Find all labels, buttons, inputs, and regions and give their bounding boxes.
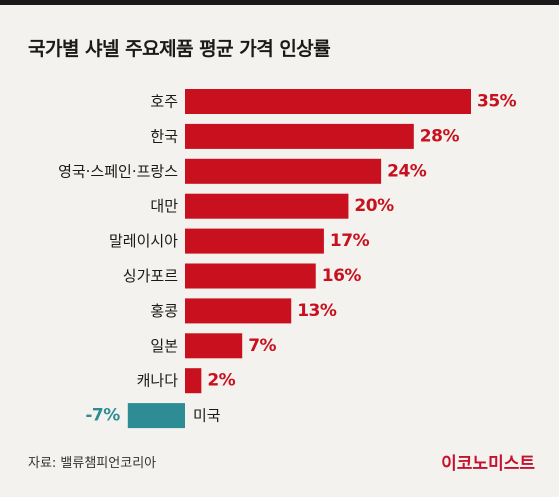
category-label: 미국 xyxy=(193,407,221,425)
bar xyxy=(185,228,324,254)
category-label: 싱가포르 xyxy=(123,267,178,285)
category-label: 호주 xyxy=(150,93,178,111)
bar xyxy=(185,123,414,149)
bar xyxy=(185,368,202,394)
bar xyxy=(185,298,292,324)
bar xyxy=(185,89,471,114)
bar xyxy=(185,263,316,289)
category-label: 한국 xyxy=(150,127,178,145)
value-label: 28% xyxy=(420,126,460,146)
bar xyxy=(185,158,382,184)
chart-title: 국가별 샤넬 주요제품 평균 가격 인상률 xyxy=(28,38,331,60)
value-label: 7% xyxy=(248,336,276,356)
category-label: 일본 xyxy=(150,337,178,355)
bar xyxy=(185,193,349,219)
category-label: 영국·스페인·프랑스 xyxy=(58,162,178,180)
value-label: 13% xyxy=(297,301,337,321)
value-label: 2% xyxy=(207,371,235,391)
bar xyxy=(127,403,185,429)
category-label: 말레이시아 xyxy=(109,232,178,250)
value-label: 35% xyxy=(477,92,517,112)
category-label: 캐나다 xyxy=(137,372,179,390)
value-label: 17% xyxy=(330,231,370,251)
top-rule xyxy=(0,0,559,5)
category-label: 홍콩 xyxy=(150,302,178,320)
source-note: 자료: 밸류챔피언코리아 xyxy=(28,456,157,471)
bar xyxy=(185,333,243,359)
category-label: 대만 xyxy=(150,197,178,215)
value-label: 16% xyxy=(322,266,362,286)
brand-logo: 이코노미스트 xyxy=(441,454,535,474)
value-label: 24% xyxy=(387,161,427,181)
value-label: -7% xyxy=(85,406,120,426)
value-label: 20% xyxy=(354,196,394,216)
